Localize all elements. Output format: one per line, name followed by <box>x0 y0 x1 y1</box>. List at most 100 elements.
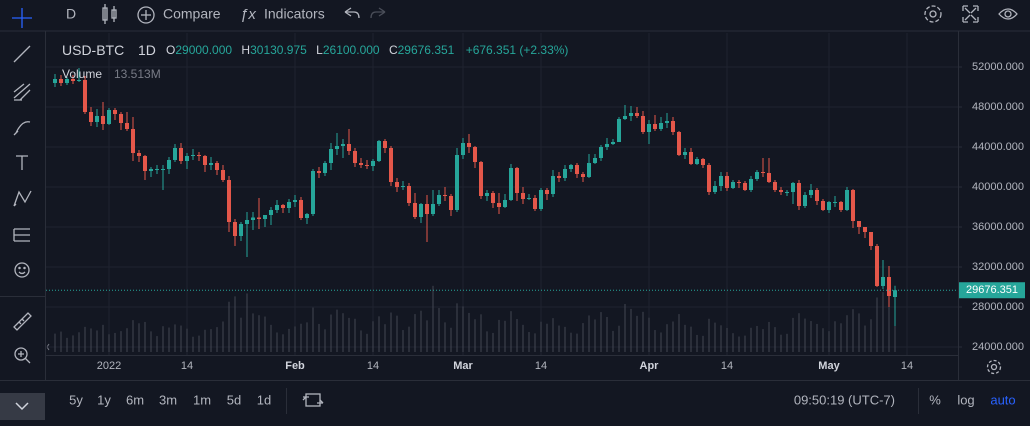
volume-bar <box>870 319 872 352</box>
candle-body <box>269 210 273 215</box>
candle-body <box>599 147 603 158</box>
candle-body <box>167 160 171 169</box>
chart-type-button[interactable] <box>102 4 117 24</box>
volume-bar <box>486 331 488 352</box>
y-tick-label: 48000.000 <box>972 101 1024 113</box>
volume-bar <box>372 321 374 352</box>
volume-bar <box>576 333 578 352</box>
low-value: 26100.000 <box>323 43 380 57</box>
candle-body <box>155 169 159 170</box>
candle-body <box>227 180 231 222</box>
volume-bar <box>480 314 482 352</box>
scale-option[interactable]: auto <box>990 392 1015 407</box>
crosshair-tool[interactable] <box>12 8 32 28</box>
icon-tool[interactable] <box>14 262 30 278</box>
volume-bar <box>270 324 272 352</box>
candle-body <box>893 290 897 297</box>
range-button[interactable]: 1d <box>257 392 271 407</box>
volume-bar <box>834 321 836 352</box>
volume-bar <box>594 319 596 352</box>
interval-button[interactable]: D <box>66 6 76 22</box>
candle-body <box>623 116 627 119</box>
indicators-icon[interactable]: ƒx <box>240 6 256 23</box>
volume-bar <box>300 323 302 352</box>
candle-body <box>143 156 147 171</box>
candle-body <box>467 143 471 147</box>
candle-body <box>77 80 81 81</box>
candle-body <box>299 200 303 218</box>
candle-body <box>437 195 441 204</box>
candle-body <box>257 217 261 219</box>
volume-bar <box>588 315 590 352</box>
scale-option[interactable]: log <box>957 392 974 407</box>
range-button[interactable]: 3m <box>159 392 177 407</box>
pattern-tool[interactable] <box>13 190 32 207</box>
prediction-tool[interactable] <box>13 228 30 242</box>
fib-tool[interactable] <box>13 83 31 101</box>
volume-bar <box>324 329 326 352</box>
volume-bar <box>276 332 278 352</box>
volume-bar <box>408 326 410 352</box>
volume-bar <box>822 328 824 352</box>
candle-body <box>59 79 63 83</box>
candle-body <box>653 124 657 129</box>
indicators-button[interactable]: Indicators <box>264 6 325 22</box>
volume-bar <box>414 314 416 352</box>
high-prefix: H <box>241 43 250 57</box>
volume-bar <box>336 309 338 352</box>
volume-bar <box>810 321 812 352</box>
brush-tool[interactable] <box>13 121 31 136</box>
range-button[interactable]: 5d <box>227 392 241 407</box>
candle-body <box>365 165 369 166</box>
text-tool[interactable] <box>16 155 28 170</box>
axis-settings-button[interactable] <box>986 359 1002 375</box>
candle-body <box>413 203 417 217</box>
volume-bar <box>132 320 134 352</box>
candle-body <box>587 163 591 177</box>
volume-bar <box>708 318 710 352</box>
candle-body <box>731 182 735 188</box>
candle-body <box>341 144 345 146</box>
compare-button[interactable]: Compare <box>163 6 221 22</box>
candle-body <box>371 161 375 166</box>
volume-bar <box>360 330 362 352</box>
volume-bar <box>768 321 770 352</box>
volume-bar <box>264 316 266 352</box>
trend-line-tool[interactable] <box>13 45 31 63</box>
range-button[interactable]: 6m <box>126 392 144 407</box>
volume-bar <box>444 322 446 352</box>
candle-body <box>545 190 549 194</box>
date-range-button[interactable] <box>302 393 324 407</box>
volume-bar <box>306 322 308 352</box>
candle-body <box>323 163 327 173</box>
undo-button[interactable] <box>344 7 360 19</box>
candle-body <box>161 169 165 170</box>
candle-body <box>263 215 267 219</box>
visibility-button[interactable] <box>998 8 1018 20</box>
candle-body <box>593 158 597 163</box>
volume-bar <box>234 296 236 352</box>
fullscreen-button[interactable] <box>962 5 979 23</box>
range-button[interactable]: 1y <box>97 392 111 407</box>
range-button[interactable]: 5y <box>69 392 83 407</box>
toggle-sidebar-button[interactable] <box>0 393 45 420</box>
volume-bar <box>222 321 224 352</box>
candle-body <box>635 113 639 116</box>
settings-button[interactable] <box>924 5 942 23</box>
candle-body <box>125 123 129 129</box>
y-tick-label: 32000.000 <box>972 261 1024 273</box>
redo-button[interactable] <box>370 7 386 19</box>
compare-icon[interactable] <box>137 6 155 24</box>
candle-body <box>641 116 645 132</box>
candle-body <box>515 168 519 193</box>
x-tick-label: 2022 <box>97 360 121 372</box>
candle-body <box>845 190 849 210</box>
scale-option[interactable]: % <box>929 392 941 407</box>
range-button[interactable]: 1m <box>193 392 211 407</box>
volume-bar <box>756 325 758 352</box>
candle-body <box>785 192 789 193</box>
candle-body <box>53 79 57 83</box>
zoom-tool[interactable] <box>14 347 31 364</box>
measure-tool[interactable] <box>13 312 32 331</box>
